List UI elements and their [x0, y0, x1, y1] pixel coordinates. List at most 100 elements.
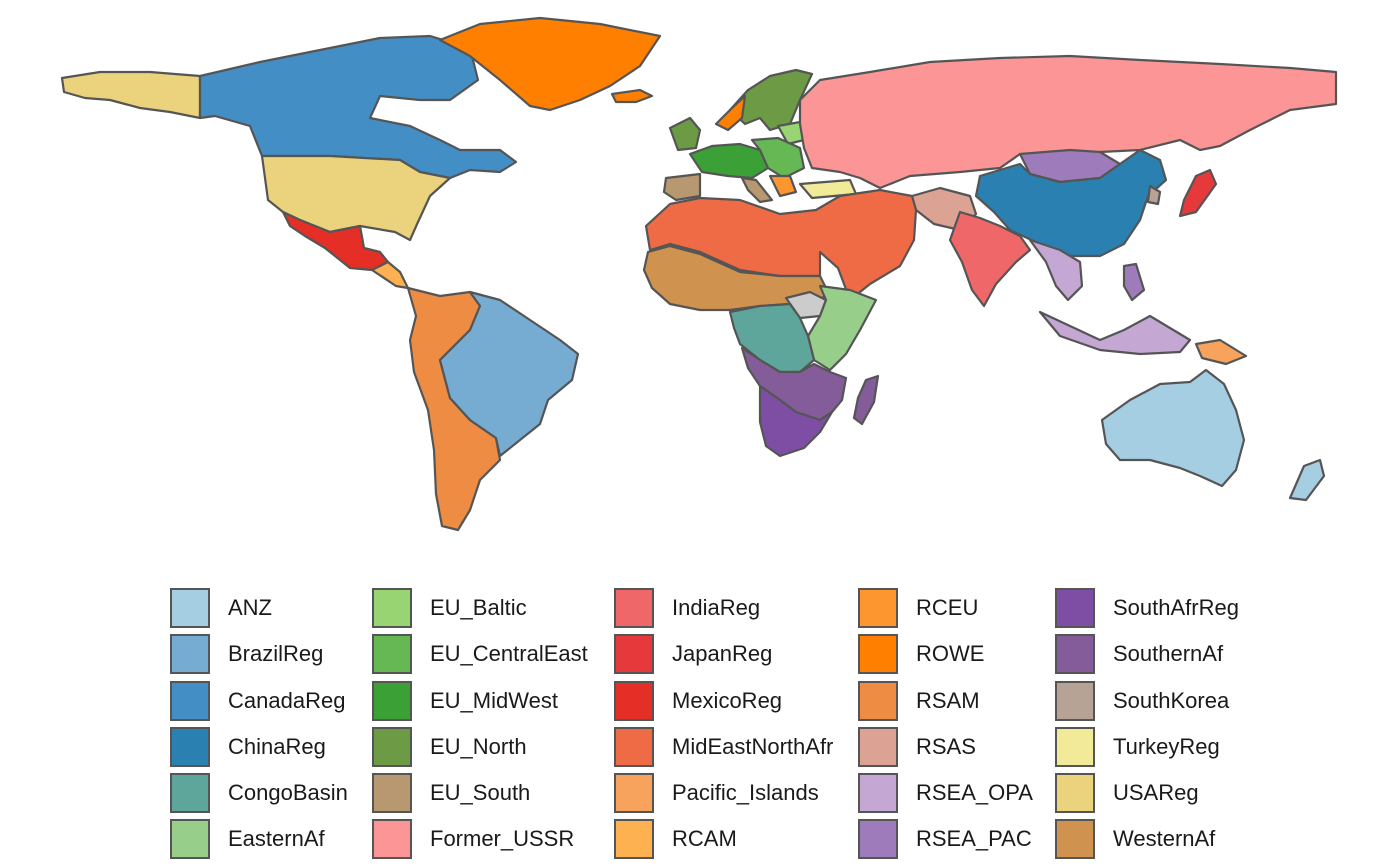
region-brazilreg: [438, 290, 580, 458]
legend-item: RCAM: [614, 817, 737, 861]
legend-label: USAReg: [1113, 780, 1199, 805]
legend-label: RCEU: [916, 595, 979, 620]
legend-item: USAReg: [1055, 771, 1199, 815]
legend-item: SouthernAf: [1055, 632, 1223, 676]
legend-label: RSEA_PAC: [916, 826, 1032, 851]
legend-label: BrazilReg: [228, 641, 324, 666]
legend-label: Pacific_Islands: [672, 780, 819, 805]
legend-label: SouthKorea: [1113, 688, 1230, 713]
legend-label: RSAM: [916, 688, 980, 713]
legend-item: MexicoReg: [614, 679, 782, 723]
world-region-map: [60, 16, 1338, 532]
legend-item: BrazilReg: [170, 632, 323, 676]
legend-swatch: [170, 727, 210, 767]
region-japanreg: [1178, 168, 1218, 218]
legend-item: RSAM: [858, 679, 980, 723]
legend-item: SouthAfrReg: [1055, 586, 1239, 630]
region-rowe-iceland: [610, 88, 654, 104]
legend-item: ChinaReg: [170, 725, 326, 769]
legend-label: MexicoReg: [672, 688, 783, 713]
region-rsea-pac-islands: [1122, 262, 1146, 302]
legend-label: SouthernAf: [1113, 641, 1224, 666]
region-eu-south-italy: [740, 176, 774, 204]
legend-label: CongoBasin: [228, 780, 348, 805]
legend-swatch: [1055, 634, 1095, 674]
legend-label: EU_Baltic: [430, 595, 527, 620]
legend-swatch: [372, 634, 412, 674]
legend-item: ROWE: [858, 632, 984, 676]
region-easternaf: [806, 284, 878, 372]
legend-label: RSEA_OPA: [916, 780, 1033, 805]
legend-item: EU_Baltic: [372, 586, 527, 630]
region-rcam: [370, 260, 410, 290]
region-southafrreg: [758, 384, 834, 458]
region-indiareg: [948, 210, 1032, 308]
legend-label: ChinaReg: [228, 734, 326, 759]
legend-swatch: [372, 727, 412, 767]
legend-label: EU_MidWest: [430, 688, 558, 713]
legend-item: EU_CentralEast: [372, 632, 588, 676]
legend-label: EU_North: [430, 734, 527, 759]
legend-swatch: [614, 819, 654, 859]
legend-swatch: [170, 819, 210, 859]
legend-item: EasternAf: [170, 817, 325, 861]
legend-swatch: [614, 681, 654, 721]
region-eu-midwest: [688, 142, 770, 180]
legend-swatch: [372, 819, 412, 859]
legend-label: ROWE: [916, 641, 985, 666]
legend-item: JapanReg: [614, 632, 772, 676]
legend-item: Former_USSR: [372, 817, 574, 861]
legend-swatch: [1055, 588, 1095, 628]
legend-item: SouthKorea: [1055, 679, 1229, 723]
legend-swatch: [858, 773, 898, 813]
region-southkorea: [1146, 184, 1162, 206]
region-congobasin: [728, 302, 816, 374]
region-usareg-alaska: [60, 70, 202, 120]
legend-label: IndiaReg: [672, 595, 761, 620]
legend-swatch: [858, 634, 898, 674]
legend-label: SouthAfrReg: [1113, 595, 1239, 620]
legend-item: WesternAf: [1055, 817, 1215, 861]
legend-label: RCAM: [672, 826, 737, 851]
legend-swatch: [1055, 681, 1095, 721]
legend-swatch: [170, 588, 210, 628]
legend-swatch: [858, 588, 898, 628]
legend-swatch: [614, 634, 654, 674]
legend-label: WesternAf: [1113, 826, 1216, 851]
legend-item: RCEU: [858, 586, 978, 630]
legend-item: TurkeyReg: [1055, 725, 1220, 769]
legend-item: EU_North: [372, 725, 527, 769]
legend-swatch: [614, 588, 654, 628]
legend-swatch: [372, 588, 412, 628]
legend-label: EU_South: [430, 780, 531, 805]
region-eu-north-uk: [668, 116, 702, 152]
legend-swatch: [170, 773, 210, 813]
region-rsea-opa-mainland: [1028, 238, 1084, 302]
region-eu-south-iberia: [662, 172, 702, 202]
legend-swatch: [858, 727, 898, 767]
legend-item: EU_South: [372, 771, 530, 815]
legend-swatch: [858, 681, 898, 721]
region-rowe-greenland: [438, 16, 662, 112]
region-mideastnorthafr: [644, 188, 918, 302]
region-eu-centraleast: [750, 136, 806, 180]
legend-item: MidEastNorthAfr: [614, 725, 833, 769]
legend-item: ANZ: [170, 586, 272, 630]
legend-label: JapanReg: [672, 641, 773, 666]
legend-item: CanadaReg: [170, 679, 345, 723]
legend-item: Pacific_Islands: [614, 771, 819, 815]
legend-swatch: [1055, 773, 1095, 813]
legend-item: RSAS: [858, 725, 976, 769]
region-rowe-norway: [714, 94, 747, 132]
legend-swatch: [372, 773, 412, 813]
legend-swatch: [372, 681, 412, 721]
legend-label: EasternAf: [228, 826, 325, 851]
legend-swatch: [170, 634, 210, 674]
legend-swatch: [858, 819, 898, 859]
region-former-ussr: [798, 54, 1338, 190]
legend-label: ANZ: [228, 595, 272, 620]
legend-swatch: [1055, 727, 1095, 767]
legend-swatch: [170, 681, 210, 721]
region-anz-australia: [1100, 368, 1246, 488]
legend-label: Former_USSR: [430, 826, 575, 851]
